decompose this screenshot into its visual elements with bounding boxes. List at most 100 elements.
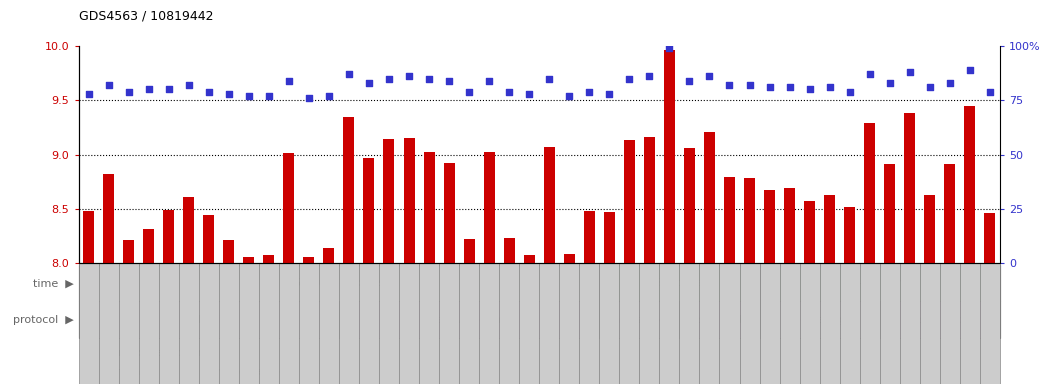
Bar bbox=[684, 148, 695, 263]
Point bbox=[821, 84, 838, 90]
Bar bbox=[424, 152, 435, 263]
Point bbox=[621, 76, 638, 82]
Point bbox=[461, 89, 477, 95]
Bar bbox=[563, 254, 575, 263]
Bar bbox=[79, 301, 339, 338]
Bar bbox=[820, 263, 840, 384]
Point bbox=[681, 78, 697, 84]
Point bbox=[641, 73, 658, 79]
Point bbox=[721, 82, 738, 88]
Bar bbox=[118, 263, 138, 384]
Bar bbox=[940, 263, 960, 384]
Point bbox=[961, 67, 978, 73]
Bar bbox=[804, 201, 816, 263]
Bar bbox=[599, 263, 620, 384]
Text: 6 hours - 4 days: 6 hours - 4 days bbox=[294, 278, 384, 288]
Bar bbox=[543, 147, 555, 263]
Bar bbox=[759, 265, 1000, 301]
Bar bbox=[259, 263, 279, 384]
Point bbox=[862, 71, 878, 77]
Bar bbox=[644, 137, 654, 263]
Bar bbox=[243, 257, 254, 263]
Text: time  ▶: time ▶ bbox=[32, 278, 73, 288]
Bar bbox=[744, 179, 755, 263]
Bar bbox=[800, 263, 820, 384]
Point bbox=[140, 86, 157, 93]
Point bbox=[615, 288, 631, 294]
Bar bbox=[343, 117, 355, 263]
Text: no loading: no loading bbox=[794, 314, 845, 325]
Bar bbox=[403, 138, 415, 263]
Bar bbox=[138, 263, 159, 384]
Bar bbox=[860, 263, 879, 384]
Bar bbox=[905, 113, 915, 263]
Bar bbox=[163, 210, 174, 263]
Bar bbox=[263, 255, 274, 263]
Bar bbox=[844, 207, 855, 263]
Bar bbox=[579, 263, 599, 384]
Bar bbox=[640, 263, 660, 384]
Bar bbox=[363, 158, 375, 263]
Bar bbox=[223, 240, 235, 263]
Bar bbox=[944, 164, 955, 263]
Bar bbox=[279, 263, 298, 384]
Bar bbox=[98, 263, 118, 384]
Point bbox=[200, 89, 217, 95]
Point bbox=[561, 93, 578, 99]
Text: protocol  ▶: protocol ▶ bbox=[13, 314, 73, 325]
Text: transformed count: transformed count bbox=[102, 348, 205, 358]
Bar bbox=[824, 195, 836, 263]
Point bbox=[781, 84, 798, 90]
Bar bbox=[719, 263, 739, 384]
Point bbox=[941, 80, 958, 86]
Bar bbox=[624, 141, 634, 263]
Point bbox=[882, 80, 898, 86]
Point bbox=[581, 89, 598, 95]
Bar bbox=[960, 263, 980, 384]
Bar bbox=[183, 197, 194, 263]
Point bbox=[340, 71, 357, 77]
Text: no loading: no loading bbox=[183, 314, 235, 325]
Bar bbox=[179, 263, 199, 384]
Point bbox=[381, 76, 398, 82]
Bar bbox=[664, 50, 675, 263]
Bar bbox=[524, 255, 535, 263]
Bar bbox=[324, 248, 334, 263]
Bar bbox=[124, 240, 134, 263]
Bar bbox=[284, 154, 294, 263]
Text: passive loading: passive loading bbox=[901, 314, 978, 325]
Bar bbox=[759, 263, 780, 384]
Bar bbox=[964, 106, 976, 263]
Point bbox=[300, 95, 317, 101]
Point bbox=[761, 84, 778, 90]
Point bbox=[520, 91, 537, 97]
Bar bbox=[79, 265, 599, 301]
Point bbox=[281, 78, 297, 84]
Point bbox=[921, 84, 938, 90]
Bar bbox=[784, 188, 795, 263]
Bar bbox=[79, 263, 98, 384]
Bar bbox=[339, 263, 359, 384]
Text: 9-14 days: 9-14 days bbox=[852, 278, 908, 288]
Bar bbox=[599, 265, 759, 301]
Point bbox=[160, 86, 177, 93]
Bar bbox=[459, 263, 480, 384]
Bar bbox=[759, 301, 879, 338]
Text: passive loading: passive loading bbox=[431, 314, 507, 325]
Point bbox=[101, 82, 117, 88]
Point bbox=[661, 45, 677, 51]
Bar bbox=[219, 263, 239, 384]
Point bbox=[701, 73, 718, 79]
Text: passive loading: passive loading bbox=[682, 314, 757, 325]
Bar bbox=[539, 263, 559, 384]
Bar bbox=[199, 263, 219, 384]
Point bbox=[360, 80, 377, 86]
Point bbox=[901, 69, 918, 75]
Bar bbox=[439, 263, 459, 384]
Bar bbox=[143, 229, 154, 263]
Bar bbox=[984, 213, 996, 263]
Bar bbox=[899, 263, 919, 384]
Point bbox=[481, 78, 497, 84]
Bar bbox=[504, 238, 515, 263]
Bar bbox=[879, 263, 899, 384]
